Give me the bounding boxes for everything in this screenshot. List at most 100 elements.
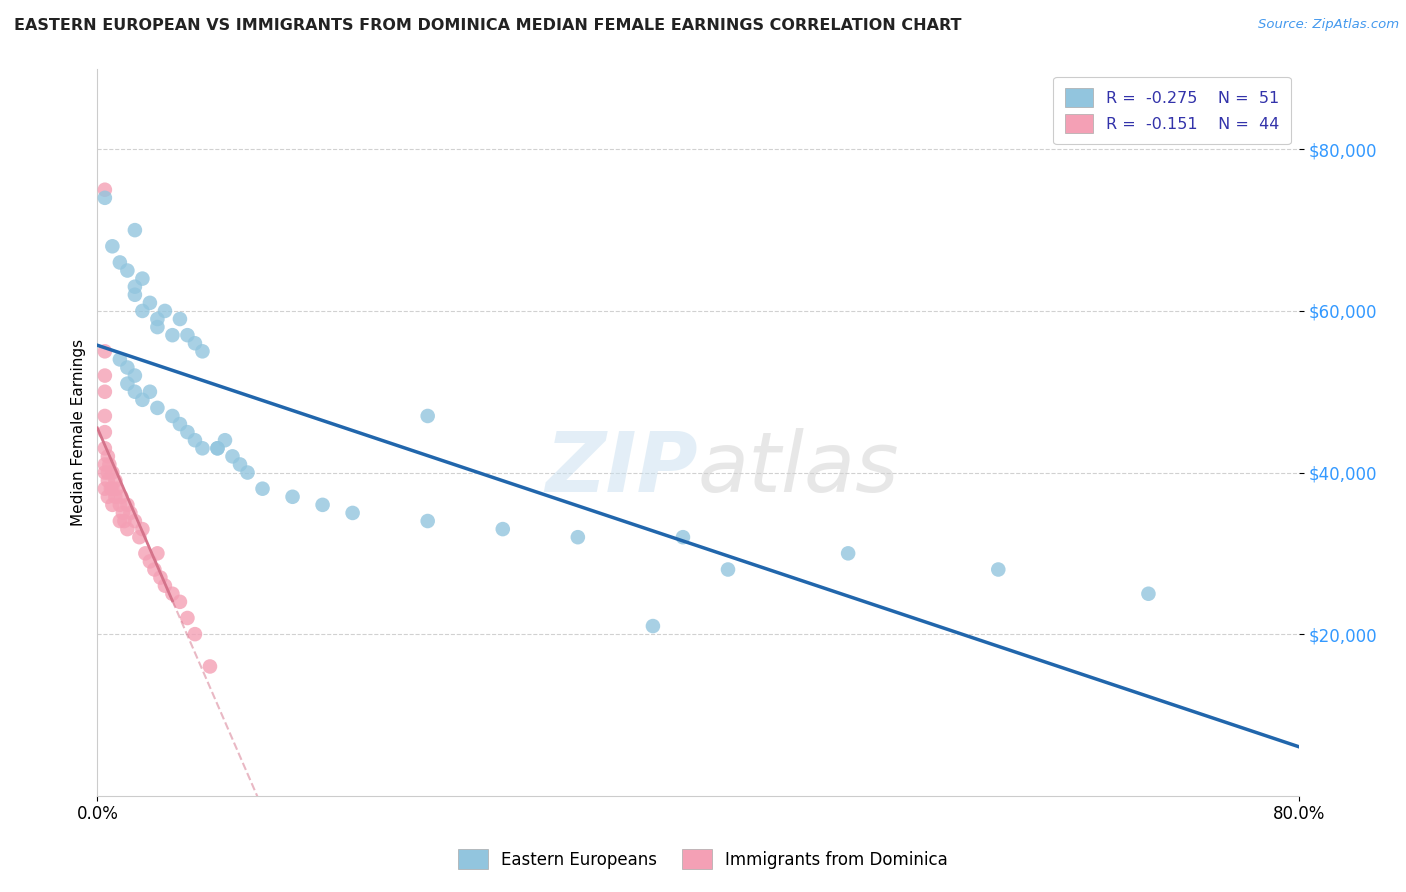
Point xyxy=(131,271,153,285)
Point xyxy=(229,458,252,472)
Point xyxy=(110,490,132,504)
Point xyxy=(101,239,124,253)
Point xyxy=(97,466,120,480)
Point xyxy=(108,255,131,269)
Point xyxy=(207,442,229,456)
Point xyxy=(100,482,122,496)
Point xyxy=(146,320,169,334)
Point xyxy=(131,522,153,536)
Point xyxy=(124,368,146,383)
Point xyxy=(94,482,117,496)
Legend: R =  -0.275    N =  51, R =  -0.151    N =  44: R = -0.275 N = 51, R = -0.151 N = 44 xyxy=(1053,77,1291,145)
Point xyxy=(94,344,117,359)
Point xyxy=(131,392,153,407)
Point xyxy=(184,336,207,351)
Text: Source: ZipAtlas.com: Source: ZipAtlas.com xyxy=(1258,18,1399,31)
Point xyxy=(184,434,207,448)
Point xyxy=(124,384,146,399)
Point xyxy=(128,530,150,544)
Point xyxy=(143,562,166,576)
Point xyxy=(169,595,191,609)
Point xyxy=(311,498,333,512)
Point xyxy=(198,659,221,673)
Point xyxy=(153,304,176,318)
Point xyxy=(184,627,207,641)
Point xyxy=(97,450,120,464)
Point xyxy=(101,482,124,496)
Point xyxy=(191,442,214,456)
Point xyxy=(94,409,117,423)
Text: ZIP: ZIP xyxy=(546,428,697,509)
Point xyxy=(117,376,139,391)
Point xyxy=(221,450,243,464)
Point xyxy=(104,490,127,504)
Point xyxy=(94,466,117,480)
Point xyxy=(117,522,139,536)
Point xyxy=(236,466,259,480)
Point xyxy=(108,352,131,367)
Point xyxy=(1137,587,1160,601)
Point xyxy=(342,506,364,520)
Text: EASTERN EUROPEAN VS IMMIGRANTS FROM DOMINICA MEDIAN FEMALE EARNINGS CORRELATION : EASTERN EUROPEAN VS IMMIGRANTS FROM DOMI… xyxy=(14,18,962,33)
Point xyxy=(117,360,139,375)
Point xyxy=(97,474,120,488)
Point xyxy=(105,482,128,496)
Point xyxy=(169,312,191,326)
Point xyxy=(207,442,229,456)
Point xyxy=(176,611,198,625)
Point xyxy=(124,223,146,237)
Point xyxy=(416,514,439,528)
Point xyxy=(94,183,117,197)
Y-axis label: Median Female Earnings: Median Female Earnings xyxy=(72,339,86,525)
Point xyxy=(120,506,142,520)
Point xyxy=(104,474,127,488)
Point xyxy=(112,514,135,528)
Point xyxy=(169,417,191,431)
Point xyxy=(987,562,1010,576)
Point xyxy=(94,191,117,205)
Point xyxy=(191,344,214,359)
Text: atlas: atlas xyxy=(697,428,900,509)
Point xyxy=(139,384,162,399)
Point xyxy=(492,522,515,536)
Point xyxy=(94,425,117,439)
Point xyxy=(108,514,131,528)
Point xyxy=(252,482,274,496)
Point xyxy=(101,498,124,512)
Point xyxy=(111,506,134,520)
Point xyxy=(176,425,198,439)
Point xyxy=(131,304,153,318)
Legend: Eastern Europeans, Immigrants from Dominica: Eastern Europeans, Immigrants from Domin… xyxy=(447,838,959,880)
Point xyxy=(281,490,304,504)
Point xyxy=(717,562,740,576)
Point xyxy=(94,458,117,472)
Point xyxy=(139,296,162,310)
Point xyxy=(134,546,156,560)
Point xyxy=(94,384,117,399)
Point xyxy=(162,409,184,423)
Point xyxy=(176,328,198,343)
Point xyxy=(146,546,169,560)
Point xyxy=(162,328,184,343)
Point xyxy=(416,409,439,423)
Point xyxy=(117,498,139,512)
Point xyxy=(214,434,236,448)
Point xyxy=(641,619,664,633)
Point xyxy=(117,263,139,277)
Point xyxy=(124,287,146,301)
Point xyxy=(94,368,117,383)
Point xyxy=(97,490,120,504)
Point xyxy=(124,514,146,528)
Point xyxy=(146,312,169,326)
Point xyxy=(162,587,184,601)
Point xyxy=(139,554,162,568)
Point xyxy=(108,498,131,512)
Point xyxy=(149,571,172,585)
Point xyxy=(98,458,121,472)
Point xyxy=(567,530,589,544)
Point xyxy=(672,530,695,544)
Point xyxy=(146,401,169,415)
Point xyxy=(124,279,146,293)
Point xyxy=(837,546,859,560)
Point xyxy=(94,442,117,456)
